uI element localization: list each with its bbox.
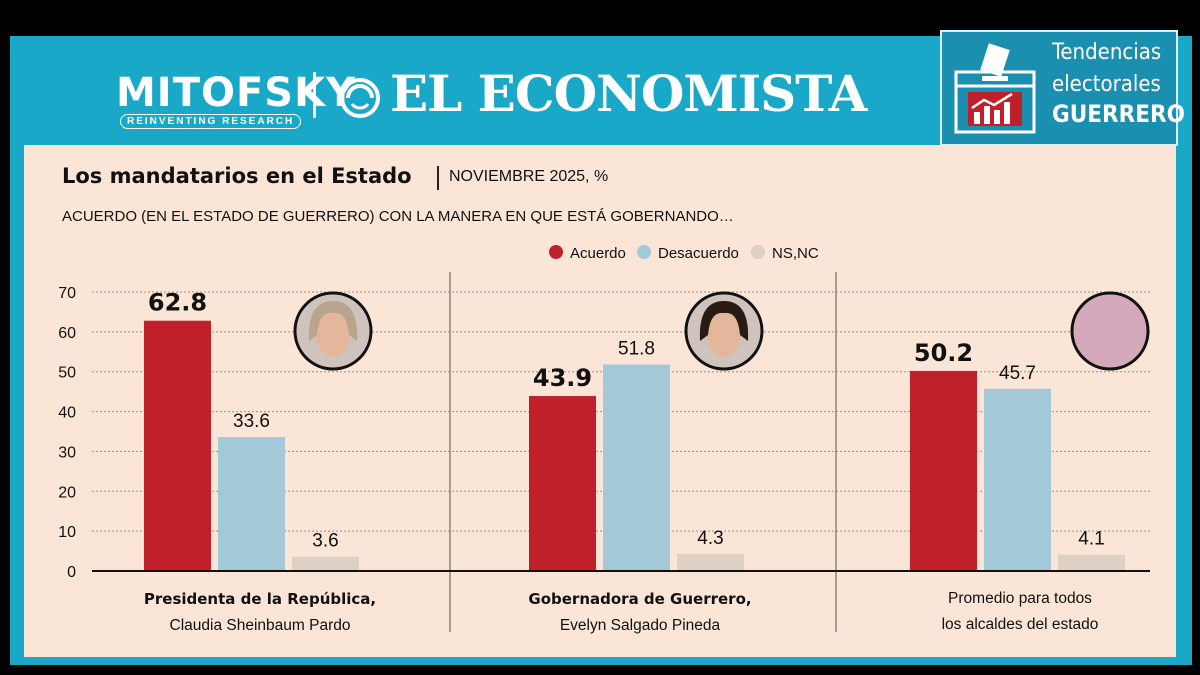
legend-label-1: Desacuerdo <box>658 245 739 262</box>
bar-g1-s1 <box>603 364 670 571</box>
bar-g0-s2 <box>292 556 359 571</box>
bar-g2-s1 <box>984 388 1051 571</box>
category-label-0-bold: Presidenta de la República, <box>143 590 377 608</box>
portrait-sheinbaum-face <box>316 313 350 357</box>
ballot-box-icon <box>954 43 1036 134</box>
y-tick-label-70: 70 <box>58 285 76 302</box>
category-label-1-normal: Evelyn Salgado Pineda <box>559 617 721 634</box>
portrait-salgado-face <box>707 313 741 357</box>
bar-g2-s0 <box>910 370 977 571</box>
bar-g2-s2 <box>1058 554 1125 571</box>
legend-swatch-0 <box>549 245 563 259</box>
category-label-1: Gobernadora de Guerrero, Evelyn Salgado … <box>490 586 790 639</box>
mitofsky-tagline: REINVENTING RESEARCH <box>120 114 302 129</box>
data-label-g0-s0: 62.8 <box>148 289 207 317</box>
portrait-sheinbaum-hair <box>308 301 358 341</box>
bar-g1-s0 <box>529 396 596 571</box>
y-tick-label-60: 60 <box>58 325 76 342</box>
tendencias-badge: Tendencias electorales GUERRERO <box>940 30 1185 146</box>
el-economista-globe-icon <box>340 78 380 118</box>
bar-g0-s1 <box>218 437 285 571</box>
badge-line-3: GUERRERO <box>1052 100 1185 128</box>
data-label-g1-s2: 4.3 <box>697 528 723 549</box>
survey-question: ACUERDO (EN EL ESTADO DE GUERRERO) CON L… <box>62 208 734 225</box>
category-label-2-normal-2: los alcaldes del estado <box>941 616 1099 633</box>
y-tick-label-40: 40 <box>58 405 76 422</box>
bar-g1-s2 <box>677 553 744 571</box>
data-label-g2-s1: 45.7 <box>999 363 1036 384</box>
data-label-g0-s1: 33.6 <box>233 411 270 432</box>
data-label-g0-s2: 3.6 <box>312 531 338 552</box>
y-tick-label-10: 10 <box>58 524 76 541</box>
portrait-salgado-hair <box>699 301 749 341</box>
portrait-placeholder <box>1070 291 1150 371</box>
y-tick-label-30: 30 <box>58 444 76 461</box>
legend-swatch-2 <box>751 245 765 259</box>
el-economista-logo-text: EL ECONOMISTA <box>390 64 868 123</box>
category-label-2-normal: Promedio para todos <box>948 590 1092 607</box>
legend-swatch-1 <box>637 245 651 259</box>
chart-title: Los mandatarios en el Estado <box>62 164 412 188</box>
chart-date: NOVIEMBRE 2025, % <box>449 168 609 185</box>
header-divider <box>313 72 316 118</box>
y-tick-label-20: 20 <box>58 484 76 501</box>
bar-g0-s0 <box>144 320 211 571</box>
data-label-g2-s0: 50.2 <box>914 339 973 367</box>
category-label-0-normal: Claudia Sheinbaum Pardo <box>169 617 351 634</box>
category-label-2: Promedio para todos los alcaldes del est… <box>870 586 1170 638</box>
data-label-g2-s2: 4.1 <box>1078 529 1104 550</box>
badge-line-2: electorales <box>1052 72 1161 97</box>
legend-label-2: NS,NC <box>772 245 819 262</box>
data-label-g1-s0: 43.9 <box>533 364 592 392</box>
badge-line-1: Tendencias <box>1052 40 1162 65</box>
category-label-0: Presidenta de la República, Claudia Shei… <box>110 586 410 639</box>
legend-label-0: Acuerdo <box>570 245 626 262</box>
category-label-1-bold: Gobernadora de Guerrero, <box>528 590 752 608</box>
y-tick-label-0: 0 <box>67 564 76 581</box>
title-separator <box>437 166 439 190</box>
data-label-g1-s1: 51.8 <box>618 339 655 360</box>
y-tick-label-50: 50 <box>58 365 76 382</box>
